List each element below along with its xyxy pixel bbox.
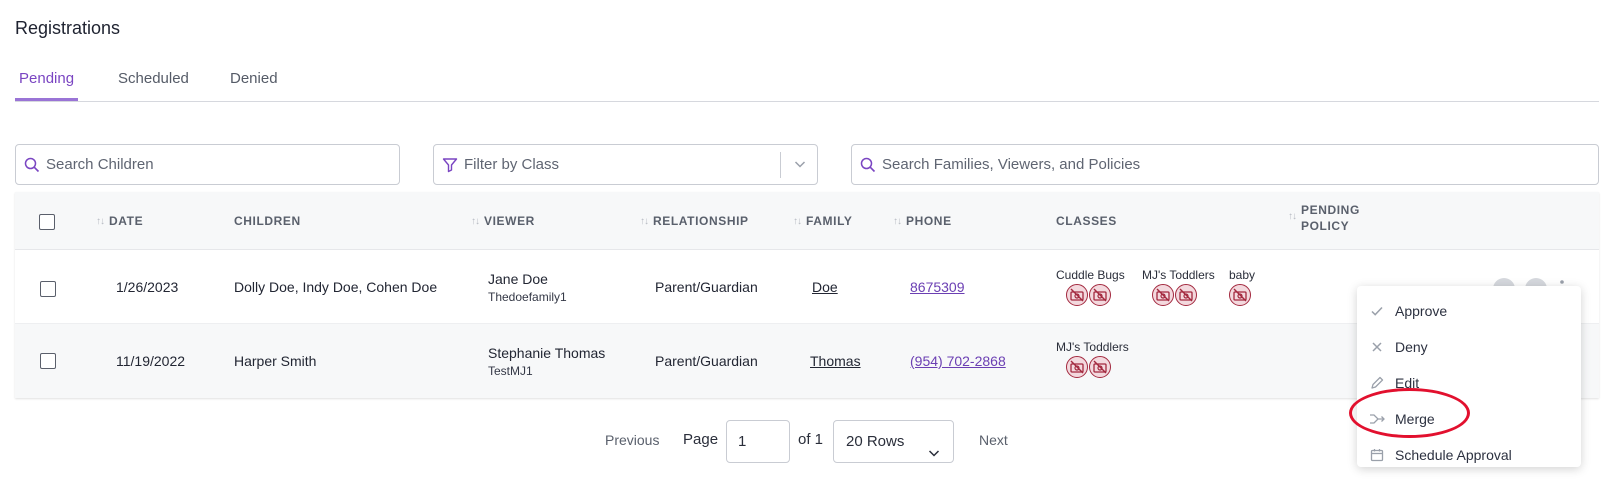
menu-item-approve[interactable]: Approve — [1357, 293, 1581, 329]
search-children-field[interactable]: Search Children — [15, 144, 400, 185]
sort-icon: ↑↓ — [1288, 211, 1297, 222]
no-photo-icon — [1229, 284, 1251, 306]
row-context-menu: Approve Deny Edit Merge Schedule Approva… — [1357, 286, 1581, 467]
class-name: MJ's Toddlers — [1056, 340, 1129, 354]
page-label: Page — [683, 431, 719, 448]
family-link[interactable]: Doe — [812, 279, 838, 295]
row-checkbox[interactable] — [40, 353, 56, 369]
viewer-username: TestMJ1 — [488, 364, 533, 378]
phone-link[interactable]: (954) 702-2868 — [910, 353, 1006, 369]
registrations-table: ↑↓ DATE CHILDREN ↑↓ VIEWER ↑↓ RELATIONSHIP … — [15, 192, 1599, 398]
class-entry: MJ's Toddlers — [1056, 340, 1129, 378]
viewer-username: Thedoefamily1 — [488, 290, 567, 304]
search-children-input[interactable]: Search Children — [46, 156, 154, 173]
class-name: MJ's Toddlers — [1142, 268, 1215, 282]
no-photo-icon — [1089, 356, 1111, 378]
search-families-input[interactable]: Search Families, Viewers, and Policies — [882, 156, 1141, 173]
sort-icon: ↑↓ — [893, 215, 902, 227]
x-icon — [1369, 339, 1385, 355]
class-entry: MJ's Toddlers — [1142, 268, 1215, 306]
class-entry: baby — [1229, 268, 1255, 306]
sort-icon: ↑↓ — [96, 215, 105, 227]
phone-link[interactable]: 8675309 — [910, 279, 965, 295]
no-photo-icon — [1089, 284, 1111, 306]
rows-per-page-value: 20 Rows — [846, 433, 905, 450]
filter-icon — [442, 157, 458, 173]
column-header-date[interactable]: ↑↓ DATE — [96, 214, 144, 228]
date-cell: 1/26/2023 — [116, 279, 179, 295]
column-header-pending-policy[interactable]: ↑↓ PENDING POLICY — [1288, 203, 1360, 233]
page-number-input[interactable]: 1 — [726, 420, 790, 463]
filter-by-class-select[interactable]: Filter by Class — [433, 144, 818, 185]
viewer-name: Stephanie Thomas — [488, 345, 606, 361]
menu-item-schedule-approval[interactable]: Schedule Approval — [1357, 437, 1581, 473]
viewer-name: Jane Doe — [488, 271, 548, 287]
class-name: Cuddle Bugs — [1056, 268, 1125, 282]
children-cell: Dolly Doe, Indy Doe, Cohen Doe — [234, 279, 438, 295]
sort-icon: ↑↓ — [793, 215, 802, 227]
date-cell: 11/19/2022 — [116, 353, 186, 369]
column-header-family[interactable]: ↑↓ FAMILY — [793, 214, 853, 228]
previous-button[interactable]: Previous — [605, 432, 660, 448]
chevron-down-icon[interactable] — [793, 157, 807, 175]
relationship-cell: Parent/Guardian — [655, 279, 758, 295]
viewer-cell: Jane Doe Thedoefamily1 — [488, 271, 567, 304]
family-link[interactable]: Thomas — [810, 353, 861, 369]
children-cell: Harper Smith — [234, 353, 317, 369]
tab-scheduled[interactable]: Scheduled — [118, 70, 189, 87]
class-entry: Cuddle Bugs — [1056, 268, 1125, 306]
check-icon — [1369, 303, 1385, 319]
menu-item-deny[interactable]: Deny — [1357, 329, 1581, 365]
column-header-phone[interactable]: ↑↓ PHONE — [893, 214, 952, 228]
column-header-classes: CLASSES — [1056, 214, 1117, 228]
column-header-relationship[interactable]: ↑↓ RELATIONSHIP — [640, 214, 749, 228]
calendar-icon — [1369, 447, 1385, 463]
column-header-viewer[interactable]: ↑↓ VIEWER — [471, 214, 535, 228]
row-checkbox[interactable] — [40, 281, 56, 297]
filter-by-class-input[interactable]: Filter by Class — [464, 156, 560, 173]
relationship-cell: Parent/Guardian — [655, 353, 758, 369]
search-icon — [860, 157, 876, 173]
chevron-down-icon — [927, 435, 941, 476]
no-photo-icon — [1066, 284, 1088, 306]
search-families-field[interactable]: Search Families, Viewers, and Policies — [851, 144, 1599, 185]
pagination: Previous Page 1 of 1 20 Rows Next — [0, 420, 1613, 463]
no-photo-icon — [1175, 284, 1197, 306]
class-name: baby — [1229, 268, 1256, 282]
next-button[interactable]: Next — [979, 432, 1008, 448]
rows-per-page-select[interactable]: 20 Rows — [833, 420, 954, 463]
table-header: ↑↓ DATE CHILDREN ↑↓ VIEWER ↑↓ RELATIONSHIP … — [15, 192, 1599, 250]
merge-icon — [1369, 411, 1385, 427]
select-separator — [780, 152, 781, 178]
column-header-children: CHILDREN — [234, 214, 301, 228]
sort-icon: ↑↓ — [640, 215, 649, 227]
tab-bar: Pending Scheduled Denied — [15, 66, 1599, 102]
select-all-checkbox[interactable] — [39, 214, 55, 230]
menu-item-merge[interactable]: Merge — [1357, 401, 1581, 437]
table-row[interactable]: 11/19/2022 Harper Smith Stephanie Thomas… — [15, 324, 1599, 398]
pencil-icon — [1369, 375, 1385, 391]
tab-pending[interactable]: Pending — [15, 70, 79, 101]
search-icon — [24, 157, 40, 173]
viewer-cell: Stephanie Thomas TestMJ1 — [488, 345, 605, 378]
tab-denied[interactable]: Denied — [230, 70, 278, 87]
no-photo-icon — [1152, 284, 1174, 306]
page-count-label: of 1 — [798, 431, 824, 448]
no-photo-icon — [1066, 356, 1088, 378]
sort-icon: ↑↓ — [471, 215, 480, 227]
page-title: Registrations — [15, 18, 121, 38]
table-row[interactable]: 1/26/2023 Dolly Doe, Indy Doe, Cohen Doe… — [15, 250, 1599, 324]
menu-item-edit[interactable]: Edit — [1357, 365, 1581, 401]
